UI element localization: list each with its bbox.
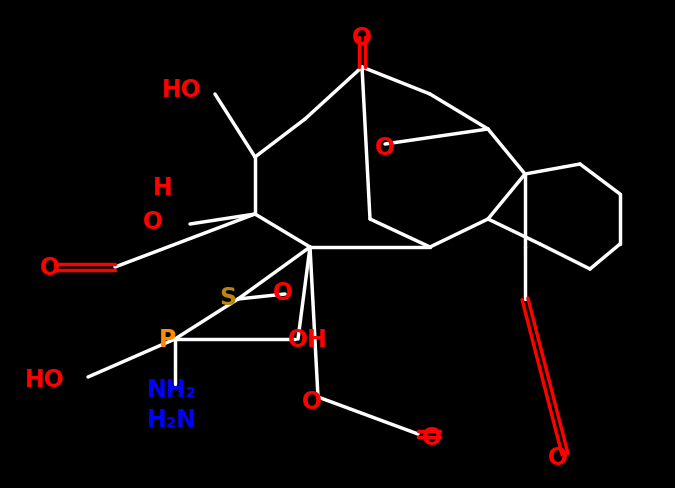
Text: P: P (159, 327, 177, 351)
Text: H: H (153, 176, 173, 200)
Text: O: O (352, 26, 372, 50)
Text: O: O (302, 389, 322, 413)
Text: O: O (548, 445, 568, 469)
Text: OH: OH (288, 327, 328, 351)
Text: S: S (219, 285, 236, 309)
Text: O: O (273, 281, 293, 305)
Text: NH₂: NH₂ (147, 377, 197, 401)
Text: HO: HO (162, 78, 202, 102)
Text: H₂N: H₂N (147, 407, 197, 431)
Text: HO: HO (25, 367, 65, 391)
Text: O: O (143, 209, 163, 234)
Text: O: O (375, 136, 395, 160)
Text: O: O (40, 256, 60, 280)
Text: O: O (422, 425, 442, 449)
